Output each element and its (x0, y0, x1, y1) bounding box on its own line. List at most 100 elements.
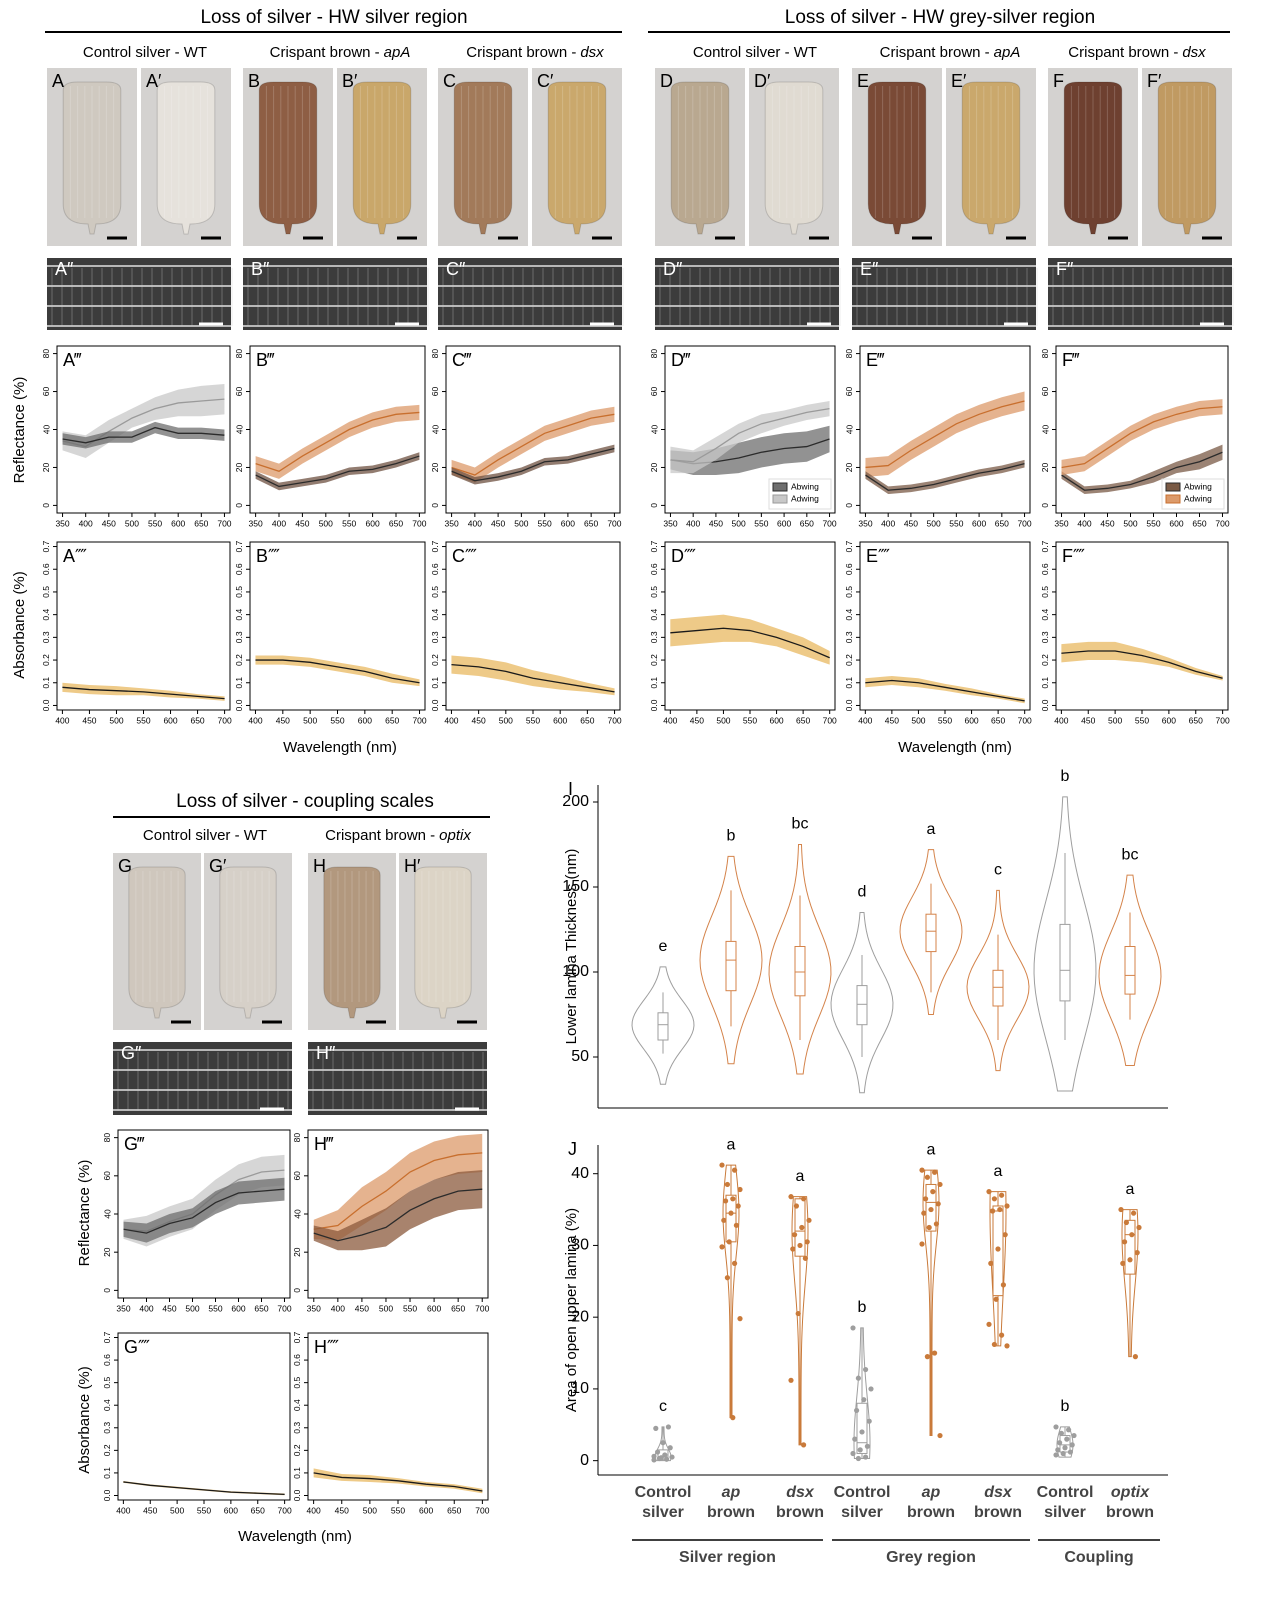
x-tick-label: 400 (79, 518, 93, 528)
x-tick-label: 600 (171, 518, 185, 528)
group-label: Silver region (679, 1549, 776, 1566)
column-header-part: Control silver - WT (83, 44, 207, 61)
x-tick-label: 450 (162, 1303, 176, 1313)
x-tick-label: 700 (1216, 715, 1230, 725)
x-category-label: brown (974, 1504, 1022, 1521)
x-tick-label: 500 (499, 715, 513, 725)
data-point (719, 1244, 724, 1249)
y-tick-label: 0.2 (41, 654, 51, 666)
significance-letter: bc (792, 816, 809, 833)
column-header: Crispant brown -dsx (466, 44, 604, 61)
x-tick-label: 450 (295, 518, 309, 528)
x-tick-label: 600 (777, 518, 791, 528)
data-point (930, 1189, 935, 1194)
y-tick-label: 0.7 (649, 540, 659, 552)
photo-label: F (1053, 71, 1064, 91)
y-tick-label: 0.3 (1040, 631, 1050, 643)
data-point (858, 1447, 863, 1452)
y-axis-label: Reflectance (%) (76, 1160, 93, 1267)
legend-swatch (773, 483, 787, 491)
x-tick-label: 600 (427, 1303, 441, 1313)
data-point (732, 1261, 737, 1266)
x-tick-label: 700 (412, 518, 426, 528)
y-tick-label: 0.5 (430, 586, 440, 598)
y-tick-label: 0.1 (292, 1467, 302, 1479)
y-tick-label: 0.2 (1040, 654, 1050, 666)
y-tick-label: 40 (234, 425, 244, 435)
data-point (934, 1221, 939, 1226)
data-point (734, 1223, 739, 1228)
y-tick-label: 80 (1040, 349, 1050, 359)
y-tick-label: 0.6 (102, 1354, 112, 1366)
x-tick-label: 400 (468, 518, 482, 528)
x-tick-label: 500 (125, 518, 139, 528)
data-point (666, 1424, 671, 1429)
data-point (859, 1429, 864, 1434)
x-tick-label: 550 (330, 715, 344, 725)
y-tick-label: 80 (430, 349, 440, 359)
x-tick-label: 500 (911, 715, 925, 725)
data-point (992, 1342, 997, 1347)
data-point (651, 1454, 656, 1459)
x-category-label: ap (922, 1484, 941, 1501)
x-tick-label: 450 (491, 518, 505, 528)
data-point (1133, 1354, 1138, 1359)
x-tick-label: 600 (231, 1303, 245, 1313)
column-header: Crispant brown -apA (270, 44, 411, 61)
y-tick-label: 0.2 (292, 1444, 302, 1456)
sem-bg (655, 258, 839, 330)
data-point (861, 1397, 866, 1402)
x-tick-label: 600 (972, 518, 986, 528)
box (658, 1013, 668, 1040)
x-tick-label: 450 (1081, 715, 1095, 725)
x-category-label: Control (1037, 1484, 1094, 1501)
data-point (737, 1187, 742, 1192)
sem-label: H″ (316, 1043, 336, 1063)
y-tick-label: 0 (292, 1288, 302, 1293)
x-tick-label: 500 (185, 1303, 199, 1313)
y-tick-label: 50 (571, 1048, 589, 1065)
x-tick-label: 650 (1192, 518, 1206, 528)
x-tick-label: 650 (254, 1303, 268, 1313)
x-tick-label: 700 (607, 715, 621, 725)
x-category-label: dsx (786, 1484, 815, 1501)
x-category-label: brown (776, 1504, 824, 1521)
y-tick-label: 0 (580, 1452, 589, 1469)
significance-letter: d (858, 884, 867, 901)
x-tick-label: 550 (538, 518, 552, 528)
column-header: Control silver - WT (83, 44, 207, 61)
data-point (1004, 1343, 1009, 1348)
y-tick-label: 0.1 (1040, 677, 1050, 689)
column-header-part: dsx (1182, 44, 1206, 61)
x-tick-label: 450 (709, 518, 723, 528)
x-tick-label: 500 (170, 1505, 184, 1515)
x-tick-label: 700 (412, 715, 426, 725)
x-tick-label: 350 (858, 518, 872, 528)
x-axis-label: Wavelength (nm) (283, 739, 397, 756)
data-point (1124, 1220, 1129, 1225)
data-point (927, 1225, 932, 1230)
group-label: Coupling (1064, 1549, 1133, 1566)
y-tick-label: 0.2 (844, 654, 854, 666)
y-tick-label: 40 (102, 1209, 112, 1219)
x-tick-label: 600 (769, 715, 783, 725)
photo-label: A (52, 71, 64, 91)
y-tick-label: 0 (234, 503, 244, 508)
y-tick-label: 0.7 (1040, 540, 1050, 552)
sem-bg (1048, 258, 1232, 330)
data-point (723, 1198, 728, 1203)
y-tick-label: 200 (562, 793, 589, 810)
box (926, 914, 936, 951)
sem-label: B″ (251, 259, 270, 279)
x-tick-label: 650 (584, 518, 598, 528)
data-point (732, 1168, 737, 1173)
sem-label: F″ (1056, 259, 1074, 279)
column-header-part: Control silver - WT (143, 827, 267, 844)
x-axis-label: Wavelength (nm) (898, 739, 1012, 756)
panel-label: F‴ (1062, 350, 1080, 370)
y-tick-label: 0.5 (1040, 586, 1050, 598)
y-tick-label: 0.7 (844, 540, 854, 552)
y-tick-label: 0.6 (844, 563, 854, 575)
photo-label: C (443, 71, 456, 91)
x-tick-label: 400 (1054, 715, 1068, 725)
